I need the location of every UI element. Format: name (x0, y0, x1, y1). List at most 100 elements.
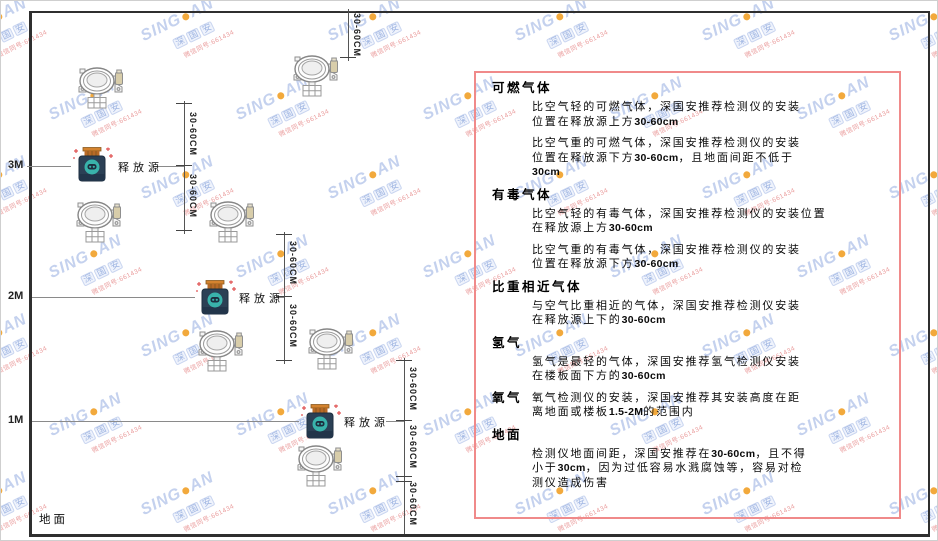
height-line-2m-connector (274, 297, 284, 298)
watermark-dot-icon (1, 170, 4, 180)
dimension-label: 30-60CM (408, 425, 418, 470)
watermark-dot-icon (555, 12, 565, 22)
release-source-glyph (73, 147, 113, 182)
ground-line (29, 534, 930, 537)
watermark-dot-icon (463, 91, 473, 101)
gas-detector-icon (73, 63, 123, 109)
panel-paragraph: 与空气比重相近的气体，深国安推荐检测仪安装 在释放源上下的30-60cm (532, 299, 883, 328)
gas-detector-glyph (198, 330, 243, 372)
text-line: 位置在释放源下方30-60cm (532, 258, 679, 270)
watermark-dot-icon (929, 328, 937, 338)
text-line: 比空气轻的有毒气体，深国安推荐检测仪的安装位置 (532, 207, 827, 220)
release-source-icon (70, 147, 114, 183)
gas-detector-glyph (297, 445, 342, 487)
watermark-dot-icon (368, 170, 378, 180)
release-source-icon (298, 404, 342, 440)
watermark-dot-icon (368, 12, 378, 22)
text-line: 比空气轻的可燃气体，深国安推荐检测仪的安装 (532, 101, 801, 113)
gas-detector-icon (303, 324, 353, 370)
panel-section: 有毒气体 比空气轻的有毒气体，深国安推荐检测仪的安装位置 在释放源上方30-60cm… (492, 188, 883, 272)
text-line: 30cm (532, 166, 561, 178)
text-line: 小于30cm，因为过低容易水溅腐蚀等，容易对检 (532, 462, 804, 474)
text-line: 与空气比重相近的气体，深国安推荐检测仪安装 (532, 299, 801, 312)
watermark-dot-icon (276, 91, 286, 101)
watermark-dot-icon (89, 249, 99, 259)
height-label-2m: 2M (8, 290, 24, 302)
text-line: 比空气重的可燃气体，深国安推荐检测仪的安装 (532, 137, 801, 149)
dimension-label: 30-60CM (288, 241, 298, 286)
gas-detector-icon (71, 197, 121, 243)
watermark-dot-icon (463, 249, 473, 259)
watermark-dot-icon (181, 328, 191, 338)
text-line: 检测仪地面间距，深国安推荐在30-60cm，且不得 (532, 447, 807, 460)
dimension-tick (276, 234, 292, 235)
gas-detector-icon (193, 326, 243, 372)
release-source-icon (193, 280, 237, 316)
section-heading: 比重相近气体 (492, 279, 583, 294)
watermark-dot-icon (742, 12, 752, 22)
gas-detector-glyph (293, 55, 338, 97)
text-line: 在释放源上方30-60cm (532, 222, 653, 234)
dimension-tick (276, 296, 292, 297)
watermark-dot-icon (89, 407, 99, 417)
dimension-tick (396, 360, 412, 361)
info-panel-body: 可燃气体比空气轻的可燃气体，深国安推荐检测仪的安装 位置在释放源上方30-60cm… (492, 81, 883, 490)
gas-detector-glyph (76, 201, 121, 243)
watermark-dot-icon (929, 170, 937, 180)
height-line-1m-connector (386, 421, 404, 422)
dimension-tick (176, 165, 192, 166)
break-tick (396, 481, 412, 482)
watermark-dot-icon (181, 486, 191, 496)
panel-paragraph: 比空气重的有毒气体，深国安推荐检测仪的安装 位置在释放源下方30-60cm (532, 243, 883, 272)
panel-paragraph: 氢气是最轻的气体，深国安推荐氢气检测仪安装 在楼板面下方的30-60cm (532, 355, 883, 384)
dimension-tick (340, 11, 356, 12)
dimension-label: 30-60CM (408, 367, 418, 412)
panel-section: 氢气 氢气是最轻的气体，深国安推荐氢气检测仪安装 在楼板面下方的30-60cm (492, 336, 883, 384)
gas-detector-icon (292, 441, 342, 487)
section-heading: 地面 (492, 427, 523, 442)
text-line: 位置在释放源下方30-60cm，且地面间距不低于 (532, 151, 794, 164)
height-label-3m: 3M (8, 159, 24, 171)
text-line: 氧气检测仪的安装，深国安推荐其安装高度在距 (532, 391, 801, 404)
watermark-dot-icon (929, 486, 937, 496)
panel-section: 可燃气体比空气轻的可燃气体，深国安推荐检测仪的安装 位置在释放源上方30-60cm… (492, 81, 883, 180)
gas-detector-icon (204, 197, 254, 243)
dimension-tick (396, 420, 412, 421)
text-line: 位置在释放源上方30-60cm (532, 115, 679, 128)
dimension-tick (176, 230, 192, 231)
height-line-3m-connector (153, 166, 184, 167)
watermark-dot-icon (181, 12, 191, 22)
text-line: 在楼板面下方的30-60cm (532, 370, 666, 382)
release-source-glyph (301, 404, 341, 439)
info-panel: 可燃气体比空气轻的可燃气体，深国安推荐检测仪的安装 位置在释放源上方30-60cm… (474, 71, 901, 519)
watermark-dot-icon (1, 12, 4, 22)
panel-paragraph: 比空气轻的有毒气体，深国安推荐检测仪的安装位置 在释放源上方30-60cm (532, 207, 883, 236)
text-line: 在释放源上下的30-60cm (532, 314, 666, 326)
height-label-1m: 1M (8, 414, 24, 426)
text-line: 测仪造成伤害 (532, 476, 609, 489)
section-heading: 可燃气体 (492, 81, 553, 95)
dimension-label: 30-60CM (352, 13, 362, 58)
ground-label: 地面 (39, 514, 68, 526)
ceiling-line (29, 11, 930, 13)
dimension-label: 30-60CM (408, 482, 418, 527)
watermark-dot-icon (463, 407, 473, 417)
break-tick (396, 476, 412, 477)
release-source-label: 释放源 (344, 417, 389, 429)
panel-section: 氧气 氧气检测仪的安装，深国安推荐其安装高度在距 离地面或楼板1.5-2M的范围内 (492, 391, 883, 420)
watermark-dot-icon (368, 328, 378, 338)
gas-detector-icon (288, 51, 338, 97)
height-line-2m (32, 297, 195, 298)
panel-paragraph: 比空气重的可燃气体，深国安推荐检测仪的安装 位置在释放源下方30-60cm，且地面… (532, 136, 883, 180)
gas-detector-glyph (209, 201, 254, 243)
panel-paragraph: 比空气轻的可燃气体，深国安推荐检测仪的安装 位置在释放源上方30-60cm (532, 100, 883, 129)
watermark-dot-icon (1, 328, 4, 338)
section-heading: 氧气 (492, 390, 523, 405)
watermark-dot-icon (276, 407, 286, 417)
wall-line (29, 11, 32, 537)
